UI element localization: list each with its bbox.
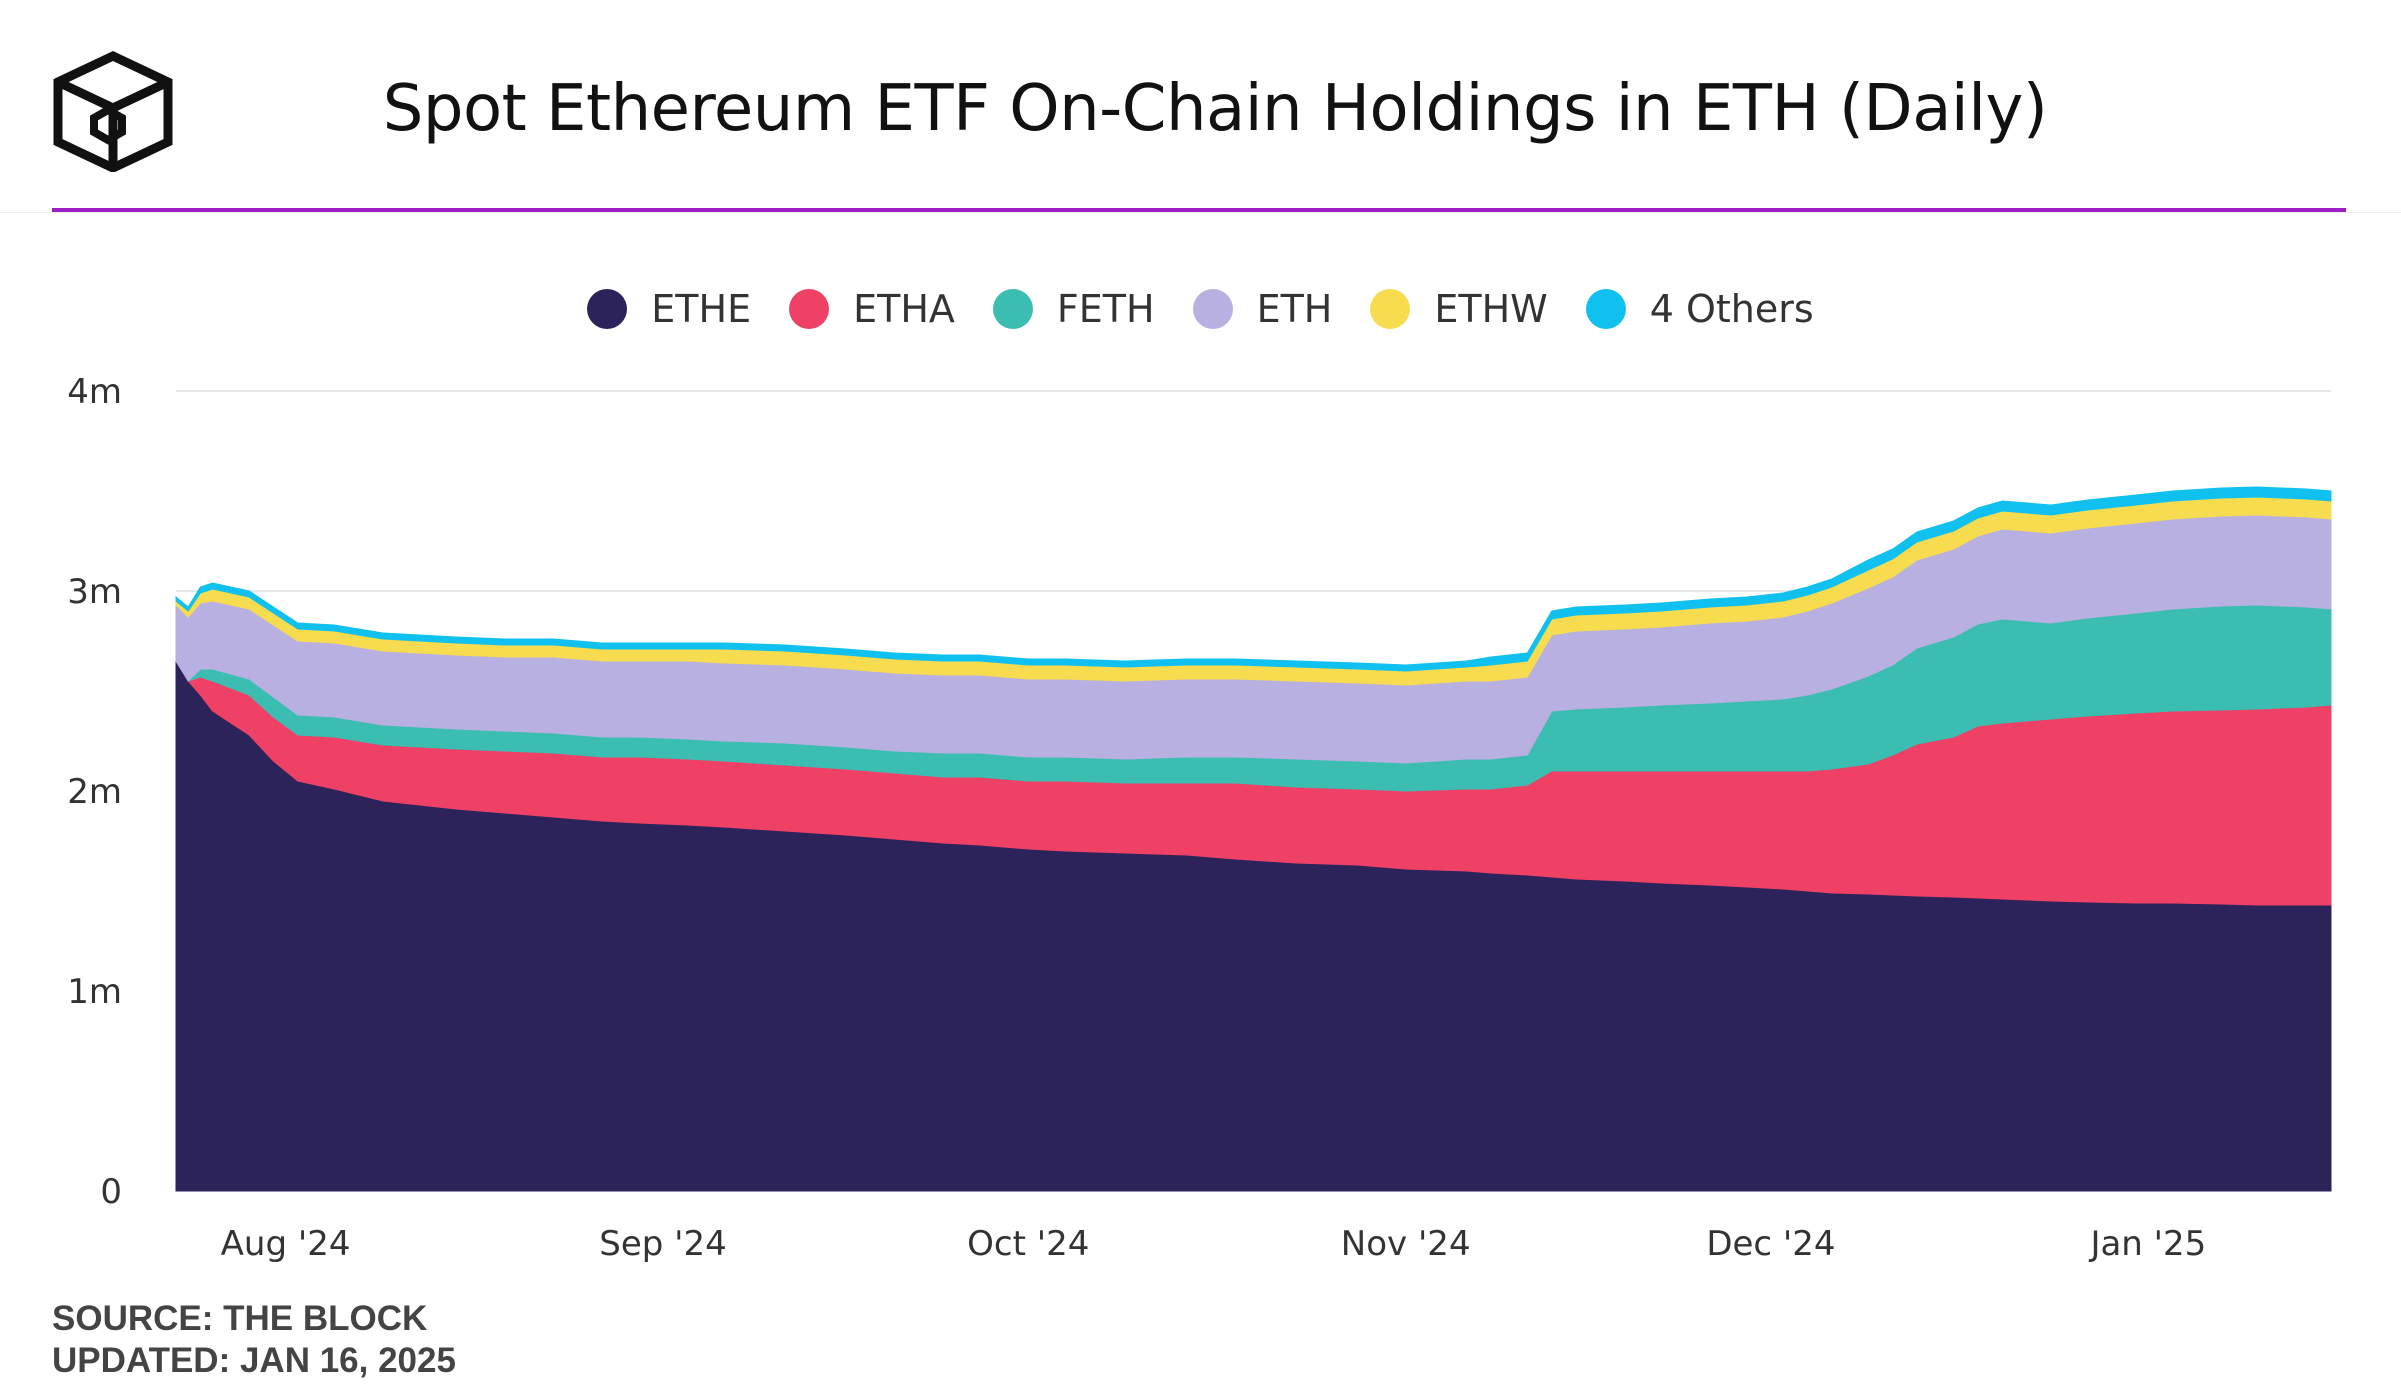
y-tick-label: 0 bbox=[100, 1172, 122, 1212]
the-block-logo bbox=[53, 51, 173, 172]
updated-note: UPDATED: JAN 16, 2025 bbox=[52, 1341, 456, 1380]
axes: 0 1m 2m 3m 4m Aug '24 Sep '24 Oct '24 Nov '24 Dec… bbox=[67, 372, 2206, 1264]
x-tick-label: Aug '24 bbox=[221, 1224, 351, 1264]
legend-swatch bbox=[992, 289, 1033, 329]
x-tick-label: Jan '25 bbox=[2088, 1224, 2206, 1264]
y-tick-label: 3m bbox=[67, 572, 122, 612]
legend-item[interactable]: ETH bbox=[1192, 287, 1333, 331]
x-tick-label: Nov '24 bbox=[1341, 1224, 1471, 1264]
x-tick-label: Oct '24 bbox=[967, 1224, 1089, 1264]
x-tick-label: Dec '24 bbox=[1706, 1224, 1835, 1264]
legend-swatch bbox=[1370, 289, 1411, 329]
chart-footer: SOURCE: THE BLOCK UPDATED: JAN 16, 2025 bbox=[52, 1298, 456, 1382]
legend-label: ETHW bbox=[1434, 287, 1548, 331]
y-tick-label: 4m bbox=[67, 372, 122, 412]
x-tick-label: Sep '24 bbox=[599, 1224, 727, 1264]
header-divider bbox=[0, 212, 2401, 213]
legend-label: ETHE bbox=[651, 287, 752, 331]
chart-title: Spot Ethereum ETF On-Chain Holdings in E… bbox=[382, 72, 2048, 146]
y-tick-label: 2m bbox=[67, 772, 122, 812]
legend-item[interactable]: FETH bbox=[992, 287, 1155, 331]
legend-item[interactable]: ETHE bbox=[587, 287, 751, 331]
legend-label: ETH bbox=[1256, 287, 1333, 331]
accent-rule bbox=[52, 208, 2346, 212]
source-note: SOURCE: THE BLOCK bbox=[52, 1299, 428, 1338]
legend-label: FETH bbox=[1056, 287, 1155, 331]
legend-swatch bbox=[587, 289, 628, 329]
legend-swatch bbox=[1585, 289, 1626, 329]
legend-item[interactable]: 4 Others bbox=[1585, 287, 1814, 331]
legend-swatch bbox=[1192, 289, 1233, 329]
legend-label: 4 Others bbox=[1649, 287, 1814, 331]
legend-swatch bbox=[789, 289, 830, 329]
stacked-areas bbox=[175, 486, 2332, 1192]
area-series-4-others[interactable] bbox=[175, 486, 2332, 672]
y-tick-label: 1m bbox=[67, 972, 122, 1012]
legend-label: ETHA bbox=[853, 287, 955, 331]
chart-legend: ETHE ETHA FETH ETH ETHW 4 Others bbox=[0, 278, 2401, 340]
legend-item[interactable]: ETHW bbox=[1370, 287, 1548, 331]
legend-item[interactable]: ETHA bbox=[789, 287, 955, 331]
